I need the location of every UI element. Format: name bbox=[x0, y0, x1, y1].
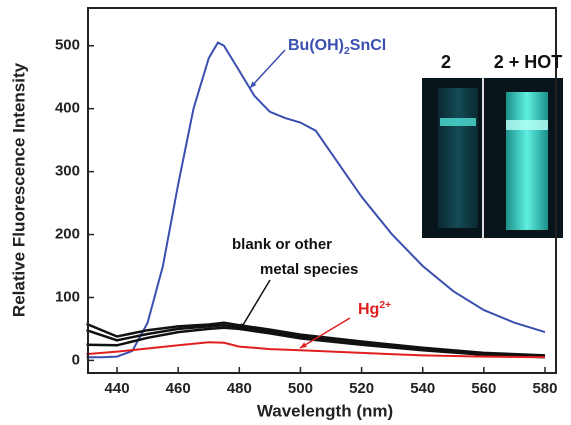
annotation-part: metal species bbox=[260, 261, 358, 278]
y-tick-label: 200 bbox=[55, 226, 80, 243]
inset-label: 2 bbox=[441, 52, 451, 72]
x-tick-label: 560 bbox=[471, 380, 496, 397]
y-tick-label: 400 bbox=[55, 100, 80, 117]
inset-label: 2 + HOT bbox=[494, 52, 563, 72]
x-axis-title: Wavelength (nm) bbox=[257, 401, 393, 420]
y-tick-label: 100 bbox=[55, 288, 80, 305]
y-tick-label: 300 bbox=[55, 163, 80, 180]
pointer-head bbox=[250, 81, 257, 88]
x-tick-label: 540 bbox=[410, 380, 435, 397]
annotation: Bu(OH)2SnCl bbox=[288, 37, 386, 57]
series-line bbox=[86, 321, 546, 357]
pointer-head bbox=[300, 342, 307, 348]
series-line bbox=[86, 341, 546, 359]
plot-frame bbox=[87, 7, 557, 374]
inset-photo bbox=[422, 78, 563, 238]
y-tick-label: 500 bbox=[55, 37, 80, 54]
series-line bbox=[86, 326, 546, 359]
annotation: blank or other bbox=[232, 236, 332, 253]
annotation-part: blank or other bbox=[232, 236, 332, 253]
series-line bbox=[86, 41, 546, 359]
y-axis-title: Relative Fluorescence Intensity bbox=[9, 62, 28, 317]
pointer-head bbox=[240, 323, 246, 330]
annotation-part: SnCl bbox=[350, 37, 386, 54]
pointer bbox=[299, 317, 351, 349]
annotation: Hg2+ bbox=[358, 300, 391, 318]
x-tick-label: 460 bbox=[166, 380, 191, 397]
annotation-part: Bu(OH) bbox=[288, 37, 344, 54]
pointer bbox=[239, 279, 271, 331]
x-tick-label: 440 bbox=[105, 380, 130, 397]
y-tick-label: 0 bbox=[72, 351, 80, 368]
annotation-part: 2+ bbox=[379, 300, 391, 311]
x-tick-label: 520 bbox=[349, 380, 374, 397]
pointer bbox=[249, 49, 286, 89]
annotation-part: Hg bbox=[358, 301, 379, 318]
annotation-part: 2 bbox=[344, 46, 350, 57]
x-tick-label: 580 bbox=[532, 380, 557, 397]
annotation: metal species bbox=[260, 261, 358, 278]
x-tick-label: 500 bbox=[288, 380, 313, 397]
x-tick-label: 480 bbox=[227, 380, 252, 397]
